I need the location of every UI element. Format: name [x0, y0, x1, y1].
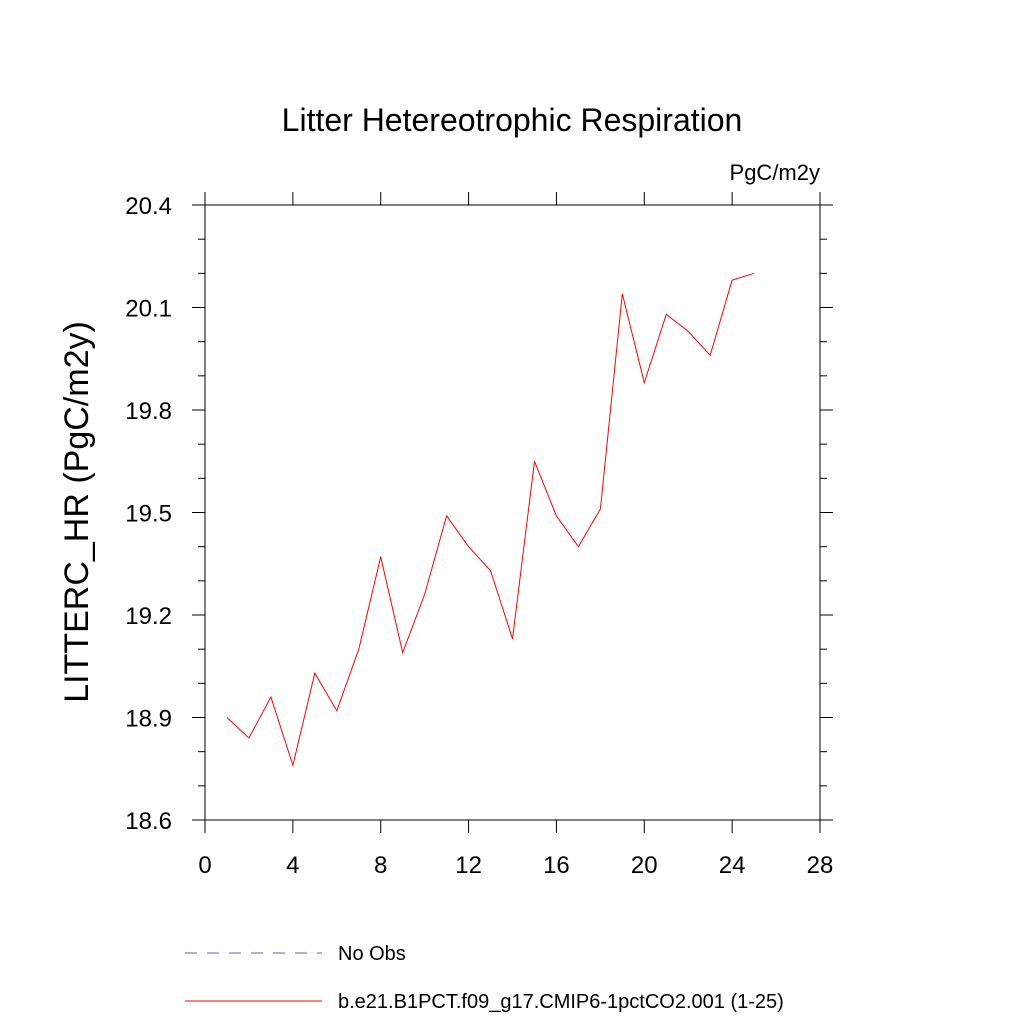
series-layer: [226, 272, 755, 768]
x-tick-label: 16: [543, 852, 570, 879]
x-tick-label: 4: [286, 852, 299, 879]
y-tick-label: 20.1: [125, 296, 172, 323]
x-axis: 0 4 8 12 16 20 24 28: [198, 192, 833, 879]
y-tick-label: 18.6: [125, 808, 172, 835]
y-tick-label: 19.5: [125, 501, 172, 528]
legend-label-no-obs: No Obs: [338, 943, 406, 965]
x-tick-label: 28: [807, 852, 834, 879]
x-tick-label: 8: [374, 852, 387, 879]
y-tick-label: 19.8: [125, 398, 172, 425]
y-tick-label: 18.9: [125, 706, 172, 733]
plot-frame: [204, 204, 821, 821]
x-tick-label: 12: [455, 852, 482, 879]
y-tick-label: 19.2: [125, 603, 172, 630]
y-tick-label: 20.4: [125, 193, 172, 220]
x-tick-label: 24: [719, 852, 746, 879]
units-label: PgC/m2y: [730, 160, 820, 185]
series-line: [226, 272, 755, 768]
y-axis-label: LITTERC_HR (PgC/m2y): [58, 321, 96, 703]
legend: No Obs b.e21.B1PCT.f09_g17.CMIP6-1pctCO2…: [185, 943, 784, 1013]
legend-label-model: b.e21.B1PCT.f09_g17.CMIP6-1pctCO2.001 (1…: [338, 991, 784, 1013]
chart-title: Litter Hetereotrophic Respiration: [282, 102, 743, 138]
y-axis: 18.6 18.9 19.2 19.5 19.8 20.1 20.4: [125, 193, 833, 835]
x-tick-label: 0: [198, 852, 211, 879]
x-tick-label: 20: [631, 852, 658, 879]
